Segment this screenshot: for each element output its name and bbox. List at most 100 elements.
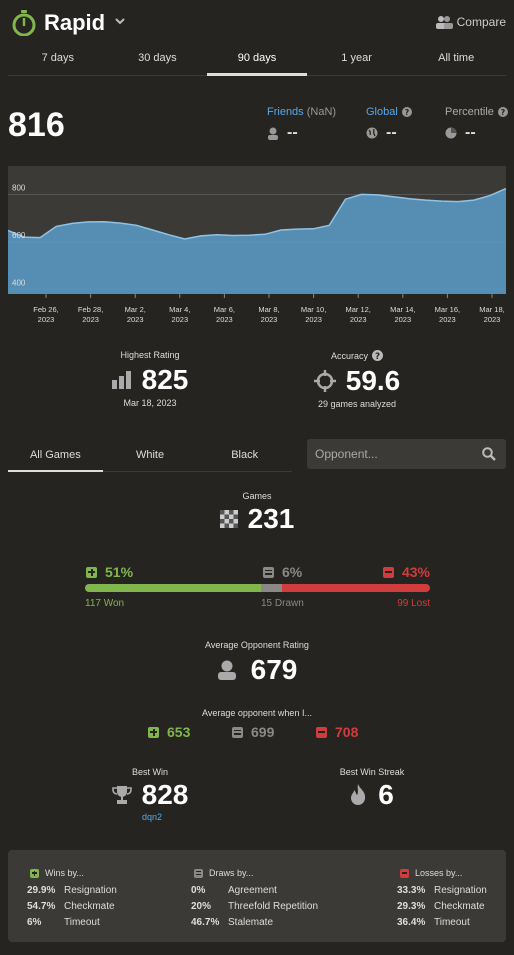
percentile-value: --: [465, 124, 476, 141]
lost-count: 99 Lost: [397, 598, 430, 609]
x-tick-label: Mar 6, 2023: [214, 305, 235, 324]
drawn-pct-block: 6%: [263, 564, 302, 580]
tab-30-days[interactable]: 30 days: [138, 52, 177, 64]
compare-label: Compare: [456, 15, 506, 29]
losses-by-title: Losses by...: [415, 868, 463, 878]
avg-win-block: 653: [148, 724, 190, 740]
crosshair-icon: [313, 370, 336, 392]
tab-all-games[interactable]: All Games: [8, 440, 103, 472]
tab-1-year[interactable]: 1 year: [341, 52, 372, 64]
globe-icon: [366, 127, 378, 139]
equals-icon: [232, 726, 243, 738]
tab-white[interactable]: White: [135, 449, 165, 461]
y-tick-label: 600: [12, 231, 26, 240]
friends-suffix: (NaN): [306, 106, 337, 118]
user-icon: [217, 660, 236, 680]
global-label: Global: [366, 106, 398, 118]
minus-icon: [316, 726, 327, 738]
help-icon[interactable]: ?: [372, 350, 383, 361]
opponent-input[interactable]: [307, 439, 467, 469]
svg-text:?: ?: [375, 352, 380, 361]
tab-90-days[interactable]: 90 days: [207, 48, 307, 76]
avg-draw-block: 699: [232, 724, 274, 740]
help-icon[interactable]: ?: [401, 107, 412, 117]
avg-loss-value: 708: [335, 724, 359, 740]
highest-rating-date: Mar 18, 2023: [123, 398, 177, 408]
x-tick-label: Mar 16, 2023: [435, 305, 460, 324]
list-item: 29.3% Checkmate: [397, 900, 485, 912]
global-value: --: [386, 124, 397, 141]
tab-7-days[interactable]: 7 days: [41, 52, 74, 64]
minus-icon: [400, 868, 409, 878]
avg-opponent-label: Average Opponent Rating: [205, 640, 309, 650]
wins-by-title: Wins by...: [45, 868, 84, 878]
opponent-search: [307, 439, 506, 469]
chevron-down-icon[interactable]: [114, 16, 126, 26]
accuracy-value: 59.6: [345, 365, 401, 396]
friends-stat[interactable]: Friends (NaN) --: [267, 106, 336, 142]
games-block: Games 231: [200, 491, 314, 535]
won-segment: [85, 584, 261, 592]
draws-by-block: Draws by... 0% Agreement 20% Threefold Rep…: [191, 868, 318, 930]
global-stat[interactable]: Global ? --: [366, 106, 412, 142]
list-item: 33.3% Resignation: [397, 884, 487, 896]
x-tick-label: Mar 8, 2023: [258, 305, 279, 324]
games-label: Games: [242, 491, 272, 501]
results-bar: [85, 584, 430, 592]
equals-icon: [263, 566, 274, 578]
best-win-block: Best Win 828 dqn2: [95, 767, 205, 822]
lost-pct-block: 43%: [382, 564, 430, 580]
won-pct-block: 51%: [86, 564, 133, 580]
percentile-label: Percentile: [445, 106, 494, 118]
best-streak-value: 6: [378, 779, 394, 810]
accuracy-sub: 29 games analyzed: [317, 399, 397, 409]
accuracy-label: Accuracy: [330, 350, 368, 361]
y-tick-label: 800: [12, 183, 26, 192]
search-icon[interactable]: [482, 447, 496, 461]
best-win-user[interactable]: dqn2: [141, 812, 163, 822]
help-icon[interactable]: ?: [497, 107, 508, 117]
result-breakdown: Wins by... 29.9% Resignation 54.7% Checkma…: [8, 850, 506, 942]
avg-draw-value: 699: [251, 724, 275, 740]
user-icon: [268, 127, 278, 140]
tab-all-time[interactable]: All time: [438, 52, 475, 64]
best-streak-block: Best Win Streak 6: [322, 767, 422, 811]
list-item: 54.7% Checkmate: [27, 900, 115, 912]
bar-chart-icon: [111, 371, 131, 389]
x-tick-label: Feb 28, 2023: [78, 305, 103, 324]
losses-by-block: Losses by... 33.3% Resignation 29.3% Check…: [397, 868, 487, 930]
highest-rating-block: Highest Rating 825 Mar 18, 2023: [80, 350, 220, 408]
x-tick-label: Mar 2, 2023: [125, 305, 146, 324]
won-pct: 51%: [105, 564, 134, 580]
draws-by-title: Draws by...: [209, 868, 254, 878]
stopwatch-icon: [12, 10, 36, 36]
equals-icon: [194, 868, 203, 878]
x-tick-label: Feb 26, 2023: [33, 305, 58, 324]
percentile-stat[interactable]: Percentile ? --: [445, 106, 508, 142]
games-value: 231: [247, 503, 295, 534]
compare-button[interactable]: Compare: [435, 15, 506, 29]
rating-chart[interactable]: 400 600 800 Feb 26, 2023 Feb 28, 2023 Mar 2, 20…: [8, 166, 506, 326]
page-title[interactable]: Rapid: [44, 10, 106, 35]
drawn-segment: [260, 584, 282, 592]
drawn-pct: 6%: [282, 564, 303, 580]
list-item: 46.7% Stalemate: [191, 916, 274, 928]
drawn-count: 15 Drawn: [261, 598, 304, 609]
trophy-icon: [111, 786, 132, 804]
friends-value: --: [287, 124, 298, 141]
avg-opponent-block: Average Opponent Rating 679: [157, 640, 357, 686]
avg-win-value: 653: [167, 724, 191, 740]
list-item: 6% Timeout: [27, 916, 100, 928]
tab-black[interactable]: Black: [231, 449, 259, 461]
list-item: 29.9% Resignation: [27, 884, 117, 896]
friends-label: Friends: [267, 106, 304, 118]
svg-text:?: ?: [404, 108, 409, 117]
x-tick-label: Mar 18, 2023: [479, 305, 504, 324]
color-tabs: All Games White Black: [8, 440, 292, 472]
best-streak-label: Best Win Streak: [339, 767, 405, 777]
avg-when-label: Average opponent when I...: [202, 708, 312, 718]
y-tick-label: 400: [12, 278, 26, 287]
plus-icon: [30, 868, 39, 878]
lost-pct: 43%: [401, 564, 430, 580]
highest-rating-label: Highest Rating: [120, 350, 180, 360]
